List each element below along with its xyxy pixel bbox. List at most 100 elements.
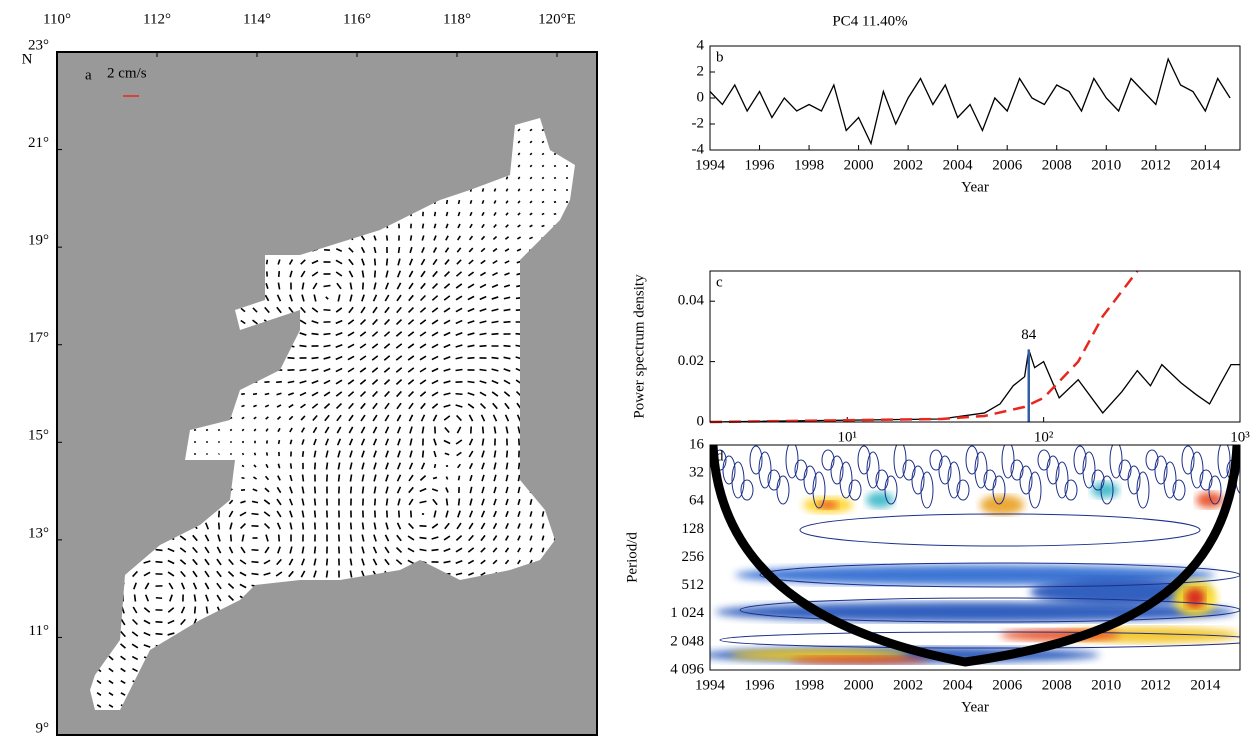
x-tick-label: 120°E xyxy=(538,11,576,27)
vector xyxy=(288,358,295,359)
series-line xyxy=(710,271,1137,422)
x-tick-label: 2010 xyxy=(1091,677,1121,693)
vector xyxy=(231,453,232,454)
vector xyxy=(480,370,487,371)
vector xyxy=(350,475,351,482)
vector xyxy=(255,453,256,456)
panel-a: 110°112°114°116°118°120°E9°11°13°15°17°1… xyxy=(22,11,597,736)
vector xyxy=(195,607,196,614)
vector xyxy=(375,499,376,506)
vector xyxy=(279,271,280,277)
vector xyxy=(554,154,556,155)
vector xyxy=(278,283,279,290)
x-tick-label: 2002 xyxy=(893,677,923,693)
x-tick-label: 2012 xyxy=(1141,157,1171,173)
y-tick-label: 32 xyxy=(689,465,704,481)
power-blob xyxy=(790,656,930,664)
vector xyxy=(411,511,412,518)
vector xyxy=(423,224,424,229)
vector xyxy=(446,212,447,216)
vector xyxy=(267,440,268,443)
y-axis-label: Period/d xyxy=(624,532,640,583)
vector xyxy=(231,535,232,542)
contour xyxy=(1245,472,1254,508)
x-tick-label: 112° xyxy=(143,11,171,27)
vector xyxy=(243,453,244,455)
vector xyxy=(219,454,220,455)
x-tick-label: 2006 xyxy=(992,677,1023,693)
x-tick-label: 2008 xyxy=(1042,157,1072,173)
x-tick-label: 2000 xyxy=(844,677,874,693)
vector xyxy=(300,346,307,347)
y-tick-label: 0.04 xyxy=(678,293,705,309)
vector xyxy=(433,477,437,478)
frame xyxy=(710,271,1240,422)
vector xyxy=(206,430,208,431)
vector xyxy=(231,441,232,443)
power-blob xyxy=(1196,492,1224,508)
vector xyxy=(252,562,259,563)
vector xyxy=(447,499,448,506)
vector xyxy=(315,511,316,518)
power-blob xyxy=(980,495,1024,515)
vector xyxy=(470,200,471,204)
vector xyxy=(530,177,531,179)
vector xyxy=(387,235,388,240)
vector xyxy=(279,440,280,444)
vector xyxy=(315,547,316,554)
vector xyxy=(459,200,460,204)
vector xyxy=(362,271,363,278)
vector xyxy=(253,394,257,395)
vector xyxy=(554,166,556,167)
vector xyxy=(483,427,484,434)
scale-label: 2 cm/s xyxy=(107,65,147,81)
vector xyxy=(519,439,520,446)
vector xyxy=(492,358,499,359)
vector xyxy=(156,634,163,635)
vector xyxy=(252,514,259,515)
panel-label: c xyxy=(716,274,723,290)
vector xyxy=(504,346,511,347)
vector xyxy=(291,463,292,468)
vector xyxy=(324,286,331,287)
power-blob xyxy=(818,501,838,509)
power-blob xyxy=(1185,588,1205,608)
vector xyxy=(468,358,475,359)
vector xyxy=(156,550,163,551)
vector xyxy=(542,153,544,154)
y-tick-label: 19° xyxy=(28,233,49,249)
power-blob xyxy=(1091,482,1119,498)
vector xyxy=(218,430,220,431)
vector xyxy=(206,454,207,455)
vector xyxy=(276,382,282,383)
vector xyxy=(482,188,483,191)
y-tick-label: 128 xyxy=(682,521,705,537)
vector xyxy=(554,178,556,179)
vector xyxy=(265,394,269,395)
vector xyxy=(315,499,316,506)
y-tick-label: 1 024 xyxy=(670,605,704,621)
y-tick-label: 64 xyxy=(689,493,705,509)
vector xyxy=(494,189,495,192)
vector xyxy=(351,487,352,494)
x-tick-label: 1994 xyxy=(695,157,726,173)
vector xyxy=(312,358,319,359)
vector xyxy=(303,475,304,482)
x-tick-label: 2012 xyxy=(1141,677,1171,693)
vector xyxy=(194,430,196,431)
vector xyxy=(468,381,475,382)
y-tick-label: 0 xyxy=(697,89,705,105)
vector xyxy=(267,452,268,455)
vector xyxy=(135,595,136,602)
x-tick-label: 1996 xyxy=(745,677,776,693)
x-tick-label: 114° xyxy=(243,11,271,27)
x-axis-label: Year xyxy=(961,699,989,715)
vector xyxy=(315,487,316,494)
vector xyxy=(253,405,256,406)
wavelet-field xyxy=(700,442,1254,670)
vector xyxy=(459,499,460,506)
vector xyxy=(420,538,427,539)
